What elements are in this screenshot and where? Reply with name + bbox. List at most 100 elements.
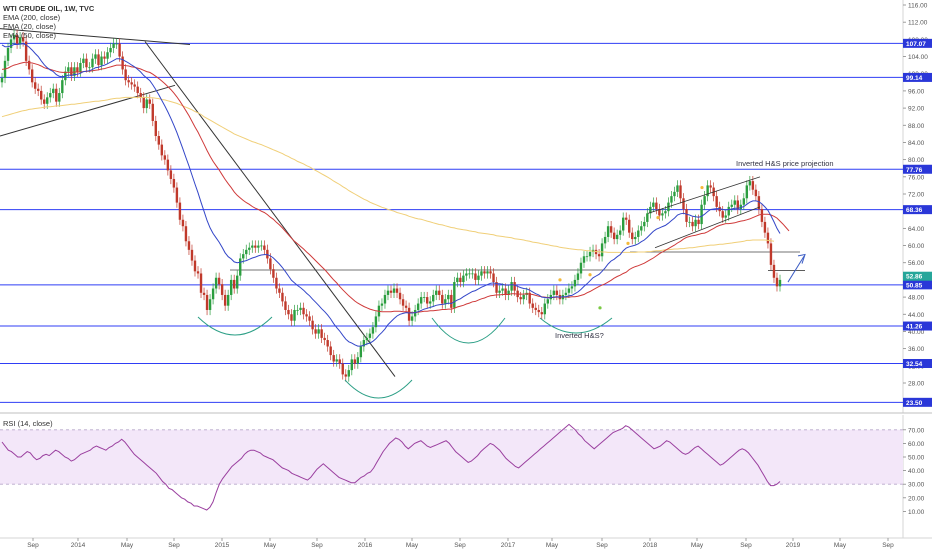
candle [284,301,287,310]
candle [172,178,176,188]
price-tick-label: 56.00 [908,260,925,267]
candle [522,294,525,300]
candle [91,58,94,68]
candle [154,120,157,137]
signal-dot [656,216,660,220]
ema20-line [1,43,781,347]
candle [597,254,601,257]
time-tick-label: Sep [596,542,608,549]
candle [157,136,161,145]
candle [603,236,607,244]
candle [459,277,462,283]
candle [612,232,616,240]
legend-ema200[interactable]: EMA (200, close) [3,13,61,22]
ema50-line [1,61,790,314]
candle [166,159,170,171]
candle [30,69,34,83]
candle [652,202,655,207]
candle [618,230,622,235]
candle [362,340,366,347]
candle [425,297,429,304]
candle [694,219,697,227]
candle [664,211,667,214]
price-tick-label: 96.00 [908,88,925,95]
candle [287,309,290,315]
candle [730,204,733,207]
candle [697,219,700,225]
candle [567,288,571,293]
level-badge [903,358,932,368]
level-badge-label: 50.85 [906,282,923,289]
candle [205,294,209,310]
candle [239,258,242,276]
candle [772,264,776,278]
candle [208,299,212,310]
rsi-tick-label: 20.00 [908,495,925,502]
candle [311,320,314,330]
candle [329,346,332,356]
candle [12,35,16,40]
annotation-projection: Inverted H&S price projection [736,159,834,168]
candle-group [0,29,782,382]
candle [374,316,378,328]
symbol-title[interactable]: WTI CRUDE OIL, 1W, TVC [3,4,95,13]
price-tick-label: 84.00 [908,140,925,147]
candle [380,303,384,306]
rsi-legend[interactable]: RSI (14, close) [3,419,53,428]
rsi-line [1,423,781,511]
candle [76,67,79,72]
candle [615,234,619,240]
candle [477,275,480,280]
candle [320,329,323,338]
candle [21,37,25,42]
candle [679,185,682,199]
candle [676,185,679,192]
candle [658,209,661,216]
candle [582,256,586,263]
legend-ema50[interactable]: EMA (50, close) [3,31,56,40]
candle [302,307,305,315]
candle [58,93,61,102]
candle [314,329,317,334]
candle [413,309,417,317]
candle [513,282,516,291]
candle [223,294,227,306]
candle [121,56,124,70]
candle [383,294,387,304]
candle [118,43,121,57]
candle [419,297,423,304]
candle [344,374,347,377]
candle [468,273,471,275]
candle [429,301,432,304]
head-curve [344,379,413,399]
candle [248,247,251,250]
candle [220,284,224,295]
candle [682,198,685,210]
candle [404,305,408,308]
legend-ema20[interactable]: EMA (20, close) [3,22,56,31]
candle [326,340,329,347]
candle [293,309,296,321]
candle [236,275,239,289]
candle [688,221,691,223]
candle [606,226,610,237]
right-shoulder-curve [431,317,506,344]
trendline-top [0,28,191,46]
candle [106,52,109,59]
candle [422,297,426,298]
candle [163,155,167,160]
signal-dot [558,278,562,282]
candle [184,226,188,242]
candle [254,245,257,248]
candle [82,58,85,63]
time-tick-label: 2019 [786,542,801,549]
candle [178,202,182,220]
candle [196,271,200,274]
price-tick-label: 36.00 [908,346,925,353]
candle [214,277,218,289]
candle [392,288,396,293]
time-tick-label: May [406,542,419,549]
candle [625,217,628,220]
candle [507,290,510,295]
